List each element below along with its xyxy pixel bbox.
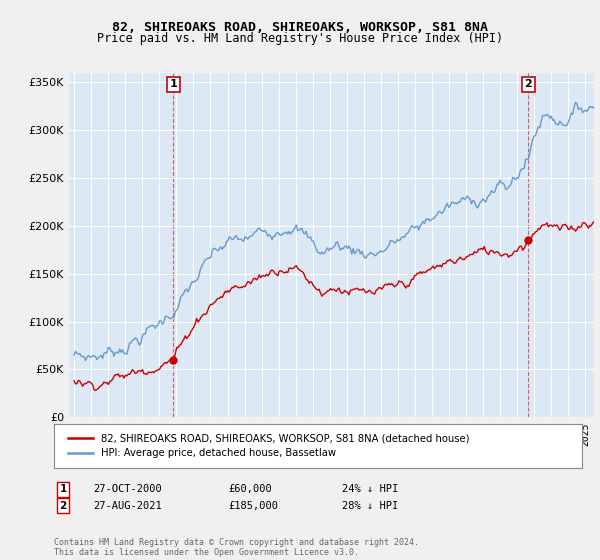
Text: 82, SHIREOAKS ROAD, SHIREOAKS, WORKSOP, S81 8NA: 82, SHIREOAKS ROAD, SHIREOAKS, WORKSOP, … [112, 21, 488, 34]
Text: Price paid vs. HM Land Registry's House Price Index (HPI): Price paid vs. HM Land Registry's House … [97, 32, 503, 45]
Text: 28% ↓ HPI: 28% ↓ HPI [342, 501, 398, 511]
Legend: 82, SHIREOAKS ROAD, SHIREOAKS, WORKSOP, S81 8NA (detached house), HPI: Average p: 82, SHIREOAKS ROAD, SHIREOAKS, WORKSOP, … [64, 430, 474, 462]
Text: Contains HM Land Registry data © Crown copyright and database right 2024.
This d: Contains HM Land Registry data © Crown c… [54, 538, 419, 557]
Text: £60,000: £60,000 [228, 484, 272, 494]
Text: 27-OCT-2000: 27-OCT-2000 [93, 484, 162, 494]
Text: 2: 2 [59, 501, 67, 511]
Text: 1: 1 [169, 80, 177, 89]
Text: 1: 1 [59, 484, 67, 494]
Text: 27-AUG-2021: 27-AUG-2021 [93, 501, 162, 511]
Text: £185,000: £185,000 [228, 501, 278, 511]
Text: 2: 2 [524, 80, 532, 89]
Text: 24% ↓ HPI: 24% ↓ HPI [342, 484, 398, 494]
